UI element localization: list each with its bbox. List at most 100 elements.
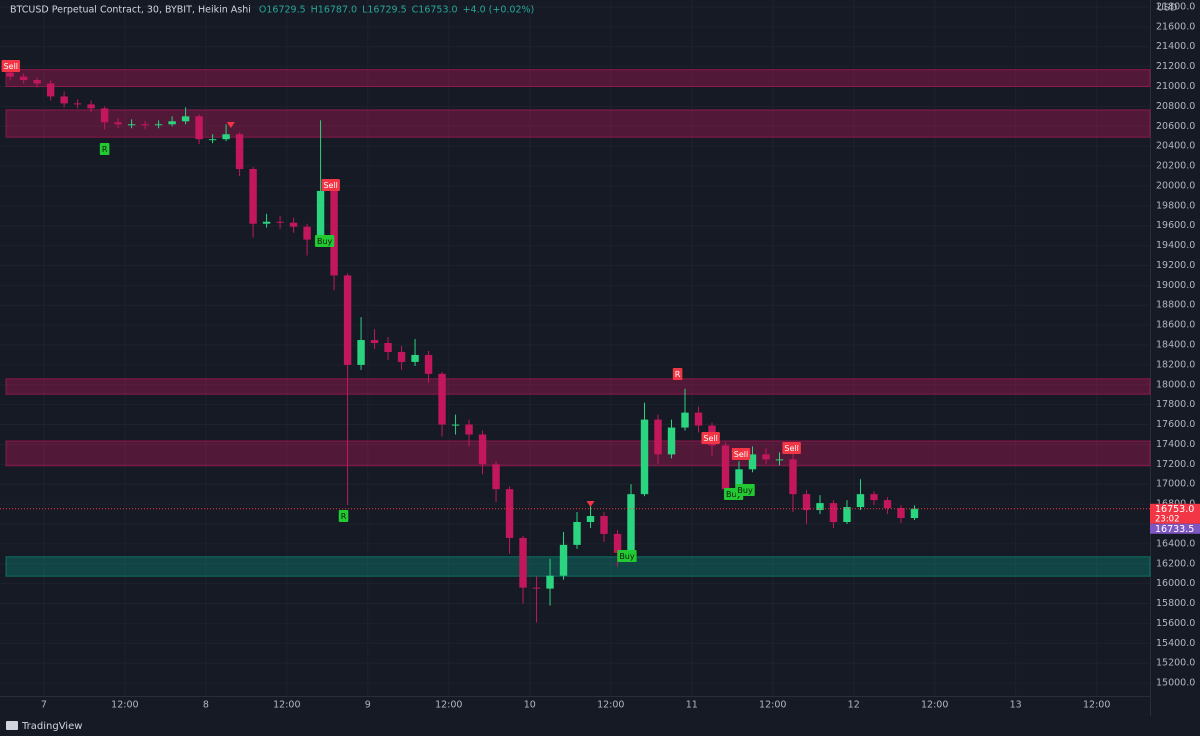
signal-label: Buy: [726, 490, 742, 499]
signal-label: Sell: [323, 181, 337, 190]
y-tick-label: 17400.0: [1156, 439, 1195, 450]
y-tick-label: 15000.0: [1156, 678, 1195, 689]
signal-label: Sell: [4, 62, 18, 71]
candle-body: [546, 575, 554, 589]
candle-body: [303, 226, 311, 240]
candle-body: [262, 221, 271, 224]
signal-label: Sell: [734, 450, 748, 459]
y-tick-label: 20800.0: [1156, 101, 1195, 112]
signal: Sell: [1, 60, 21, 73]
x-tick-label: 12:00: [759, 700, 786, 711]
candle-body: [127, 124, 136, 126]
candle-body: [802, 494, 811, 511]
y-tick-label: 15400.0: [1156, 638, 1195, 649]
price-tag-label: 16733.5: [1155, 524, 1194, 535]
y-tick-label: 17800.0: [1156, 399, 1195, 410]
y-tick-label: 21000.0: [1156, 81, 1195, 92]
candle-body: [573, 522, 581, 545]
candle-body: [519, 537, 527, 588]
candle-body: [100, 108, 109, 123]
candle-body: [532, 587, 541, 589]
price-tag-countdown: 23:02: [1155, 514, 1180, 524]
candle-body: [681, 412, 689, 428]
signal-label: Buy: [619, 552, 635, 561]
candle-body: [73, 103, 82, 105]
y-tick-label: 18400.0: [1156, 340, 1195, 351]
signal-label: R: [675, 370, 681, 379]
candle-body: [195, 116, 203, 140]
axes: 15000.0 15200.0 15400.0 15600.0 15800.0 16000…: [41, 1, 1200, 711]
signal-box: [99, 143, 110, 156]
candle-body: [910, 508, 919, 519]
candle-body: [357, 340, 365, 365]
signal-box: [735, 483, 755, 496]
candle-body: [289, 222, 298, 227]
y-unit: USD: [1157, 3, 1177, 14]
x-tick-label: 12:00: [1083, 700, 1110, 711]
signal-box: [321, 179, 340, 192]
y-tick-label: 20000.0: [1156, 180, 1195, 191]
candle-body: [114, 122, 122, 125]
candle-body: [897, 508, 905, 519]
y-tick-label: 16400.0: [1156, 538, 1195, 549]
signal-box: [672, 367, 683, 380]
x-tick-label: 12: [848, 700, 860, 711]
x-tick-label: 13: [1010, 700, 1022, 711]
price-tag: [1150, 503, 1200, 524]
y-tick-label: 21400.0: [1156, 41, 1195, 52]
candle-body: [208, 139, 217, 141]
signal: Buy: [314, 235, 335, 248]
y-tick-label: 16000.0: [1156, 578, 1195, 589]
x-tick-label: 8: [203, 700, 209, 711]
candle-body: [640, 419, 649, 495]
candle-body: [235, 134, 244, 170]
signal-box: [782, 442, 801, 455]
candle-body: [478, 434, 487, 465]
candle-body: [60, 96, 68, 104]
candle-body: [316, 190, 325, 240]
y-tick-label: 20600.0: [1156, 121, 1195, 132]
signal: Sell: [782, 442, 801, 455]
chart-title: BTCUSD Perpetual Contract, 30, BYBIT, He…: [10, 5, 251, 16]
candle-body: [370, 340, 379, 344]
logo-icon: [6, 721, 18, 730]
candle-body: [46, 83, 55, 97]
zone: [5, 440, 1151, 467]
signal-box: [731, 447, 751, 460]
candle-body: [424, 354, 433, 374]
x-tick-label: 12:00: [435, 700, 462, 711]
candle-body: [816, 503, 824, 511]
price-tag-label: 16753.0: [1155, 504, 1194, 515]
signal-triangle: [226, 121, 235, 128]
candle-body: [33, 80, 41, 84]
candle-body: [276, 221, 284, 223]
candle-body: [505, 489, 514, 538]
candle-body: [411, 354, 419, 362]
y-tick-label: 15800.0: [1156, 598, 1195, 609]
signal: R: [99, 143, 110, 156]
candle-body: [654, 419, 662, 455]
candle-body: [600, 516, 608, 534]
candle-body: [19, 76, 28, 81]
signal-box: [338, 510, 349, 523]
signal: Buy: [735, 483, 755, 496]
candle-body: [789, 459, 797, 495]
candle-body: [883, 500, 892, 509]
y-tick-label: 19000.0: [1156, 280, 1195, 291]
y-tick-label: 21600.0: [1156, 21, 1195, 32]
y-tick-label: 21800.0: [1156, 1, 1195, 12]
y-tick-label: 18800.0: [1156, 300, 1195, 311]
y-tick-label: 18600.0: [1156, 320, 1195, 331]
candle-body: [627, 494, 635, 553]
candle-body: [694, 412, 703, 426]
x-tick-label: 12:00: [273, 700, 300, 711]
candle-body: [6, 72, 14, 77]
y-tick-label: 16200.0: [1156, 558, 1195, 569]
header-value: L16729.5: [362, 5, 407, 16]
x-tick-label: 9: [365, 700, 371, 711]
x-tick-label: 12:00: [921, 700, 948, 711]
candle-body: [451, 424, 460, 426]
price-tag: [1150, 523, 1200, 534]
